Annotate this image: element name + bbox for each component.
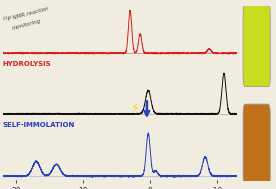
Text: monitoring: monitoring — [11, 19, 41, 32]
Text: SELF-IMMOLATION: SELF-IMMOLATION — [3, 122, 75, 128]
Text: ⚡: ⚡ — [131, 101, 140, 114]
Text: ³¹P NMR reaction: ³¹P NMR reaction — [3, 6, 49, 22]
FancyBboxPatch shape — [243, 4, 270, 87]
FancyBboxPatch shape — [243, 104, 270, 187]
Text: HYDROLYSIS: HYDROLYSIS — [3, 61, 51, 67]
